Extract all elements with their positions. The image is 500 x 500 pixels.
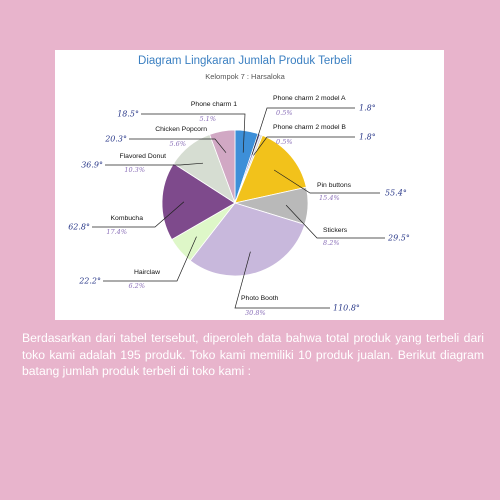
leader-line-stickers xyxy=(285,204,385,239)
percent-label-flavored-donut: 10.3% xyxy=(124,166,145,174)
slice-label-phone-charm-1: Phone charm 1 xyxy=(191,101,237,108)
degree-label-phone-charm-2-model-b: 1.8° xyxy=(359,133,376,142)
slice-label-photo-booth: Photo Booth xyxy=(241,295,279,302)
degree-label-hairclaw: 22.2° xyxy=(78,277,101,286)
slice-label-stickers: Stickers xyxy=(323,227,348,234)
slice-label-phone-charm-2-model-b: Phone charm 2 model B xyxy=(273,124,346,131)
leader-line-phone-charm-2-model-a xyxy=(251,107,355,155)
leader-line-phone-charm-2-model-b xyxy=(253,136,355,156)
slice-labels: Phone charm 1 5.1% 18.5° Phone charm 2 mode… xyxy=(68,95,410,317)
slice-label-flavored-donut: Flavored Donut xyxy=(120,153,167,160)
slice-photo-booth xyxy=(189,202,306,277)
pie-slices xyxy=(161,129,309,277)
slice-chicken-popcorn xyxy=(209,129,236,204)
leader-line-photo-booth xyxy=(234,251,330,309)
degree-label-stickers: 29.5° xyxy=(387,234,410,243)
degree-label-kombucha: 62.8° xyxy=(68,223,90,232)
slice-kombucha xyxy=(161,162,236,241)
degree-label-flavored-donut: 36.9° xyxy=(81,161,103,170)
degree-label-phone-charm-2-model-a: 1.8° xyxy=(359,104,376,113)
degree-label-chicken-popcorn: 20.3° xyxy=(104,135,127,144)
slice-label-kombucha: Kombucha xyxy=(111,215,144,222)
leader-line-phone-charm-1 xyxy=(141,113,246,153)
slice-label-phone-charm-2-model-a: Phone charm 2 model A xyxy=(273,95,346,102)
slice-label-hairclaw: Hairclaw xyxy=(134,269,160,276)
slice-label-chicken-popcorn: Chicken Popcorn xyxy=(155,126,207,133)
percent-label-phone-charm-2-model-b: 0.5% xyxy=(276,138,293,146)
percent-label-stickers: 8.2% xyxy=(323,239,340,247)
leader-line-kombucha xyxy=(92,201,185,228)
percent-label-kombucha: 17.4% xyxy=(106,228,127,236)
leader-line-flavored-donut xyxy=(105,162,204,166)
percent-label-hairclaw: 6.2% xyxy=(128,282,145,290)
leader-line-chicken-popcorn xyxy=(129,138,227,153)
degree-label-phone-charm-1: 18.5° xyxy=(117,110,139,119)
percent-label-photo-booth: 30.8% xyxy=(245,309,266,317)
chart-title: Diagram Lingkaran Jumlah Produk Terbeli xyxy=(138,55,352,67)
leader-line-hairclaw xyxy=(103,236,197,282)
chart-card: Diagram Lingkaran Jumlah Produk Terbeli … xyxy=(55,50,444,320)
chart-subtitle: Kelompok 7 : Harsaloka xyxy=(205,72,285,81)
slice-label-pin-buttons: Pin buttons xyxy=(317,182,352,189)
percent-label-chicken-popcorn: 5.6% xyxy=(169,140,186,148)
caption-text: Berdasarkan dari tabel tersebut, diperol… xyxy=(22,331,484,378)
leader-line-pin-buttons xyxy=(273,169,380,194)
degree-label-photo-booth: 110.8° xyxy=(333,304,360,313)
percent-label-pin-buttons: 15.4% xyxy=(319,194,340,202)
degree-label-pin-buttons: 55.4° xyxy=(385,189,407,198)
percent-label-phone-charm-1: 5.1% xyxy=(199,115,216,123)
pie-chart: Diagram Lingkaran Jumlah Produk Terbeli … xyxy=(68,55,410,317)
slice-pin-buttons xyxy=(234,134,307,204)
percent-label-phone-charm-2-model-a: 0.5% xyxy=(276,109,293,117)
